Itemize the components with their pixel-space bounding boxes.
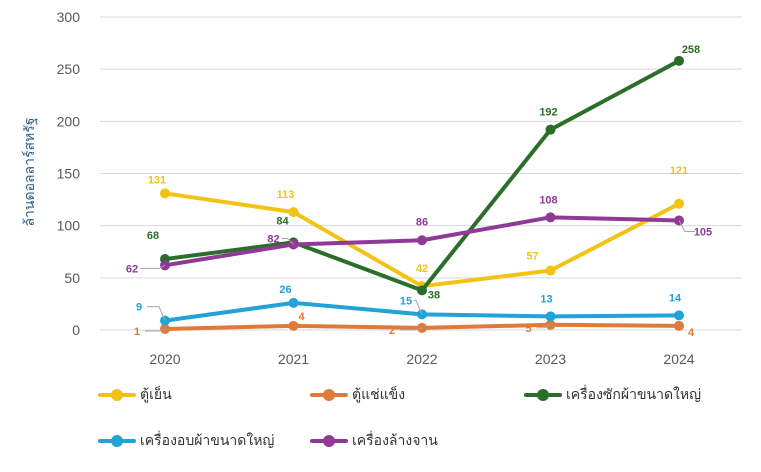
x-axis-ticks: 2020 2021 2022 2023 2024 (149, 351, 694, 367)
y-axis-ticks: 0 50 100 150 200 250 300 (57, 9, 81, 338)
data-point (674, 55, 684, 66)
leader-line (400, 327, 423, 331)
leader-line (145, 328, 166, 332)
y-tick-label: 300 (57, 9, 81, 25)
data-label: 192 (539, 107, 557, 119)
data-point (160, 188, 170, 199)
x-tick-label: 2024 (663, 351, 694, 367)
y-axis-label: ล้านดอลลาร์สหรัฐ (21, 117, 38, 226)
data-label: 26 (279, 284, 291, 296)
data-point (674, 198, 684, 209)
data-label: 86 (416, 216, 428, 228)
data-label: 14 (669, 292, 682, 304)
data-point (417, 285, 427, 296)
x-tick-label: 2023 (535, 351, 566, 367)
y-tick-label: 100 (57, 218, 81, 234)
series-line (163, 58, 681, 293)
data-point (545, 311, 556, 322)
data-label: 1 (134, 326, 140, 338)
data-label: 2 (389, 325, 395, 337)
data-label: 4 (298, 311, 305, 323)
data-label: 131 (148, 174, 166, 186)
data-point (288, 207, 299, 218)
data-point (288, 320, 299, 331)
data-label: 5 (525, 323, 531, 335)
series-lines (160, 55, 684, 334)
y-tick-label: 150 (57, 166, 81, 182)
data-point (674, 310, 684, 321)
data-label: 15 (400, 295, 412, 307)
data-point (417, 235, 427, 246)
leader-line (147, 306, 166, 321)
data-label: 9 (136, 302, 142, 314)
data-point (545, 212, 556, 223)
data-point (545, 124, 556, 135)
data-label: 4 (688, 327, 695, 339)
x-tick-label: 2022 (406, 351, 437, 367)
data-point (674, 320, 684, 331)
data-label: 105 (694, 226, 712, 238)
leader-line (281, 237, 294, 245)
y-tick-label: 0 (72, 322, 80, 338)
y-tick-label: 250 (57, 61, 81, 77)
x-tick-label: 2020 (149, 351, 180, 367)
leader-line (140, 264, 166, 269)
data-point (545, 265, 556, 276)
data-label: 42 (416, 263, 428, 275)
leader-line (678, 220, 695, 232)
x-tick-label: 2021 (278, 351, 309, 367)
data-label: 68 (147, 230, 159, 242)
data-point (288, 297, 299, 308)
data-label: 57 (526, 251, 538, 263)
leader-line (536, 324, 551, 329)
data-label: 38 (428, 289, 440, 301)
y-tick-label: 50 (64, 270, 80, 286)
data-label: 258 (682, 44, 700, 56)
data-label: 108 (539, 194, 557, 206)
y-tick-label: 200 (57, 113, 81, 129)
data-label: 62 (126, 263, 138, 275)
data-label: 82 (267, 233, 279, 245)
gridlines (100, 16, 742, 331)
data-label: 84 (276, 215, 289, 227)
leader-line (414, 299, 423, 315)
data-label: 121 (670, 165, 688, 177)
data-label: 113 (277, 189, 295, 201)
data-label: 13 (540, 293, 552, 305)
